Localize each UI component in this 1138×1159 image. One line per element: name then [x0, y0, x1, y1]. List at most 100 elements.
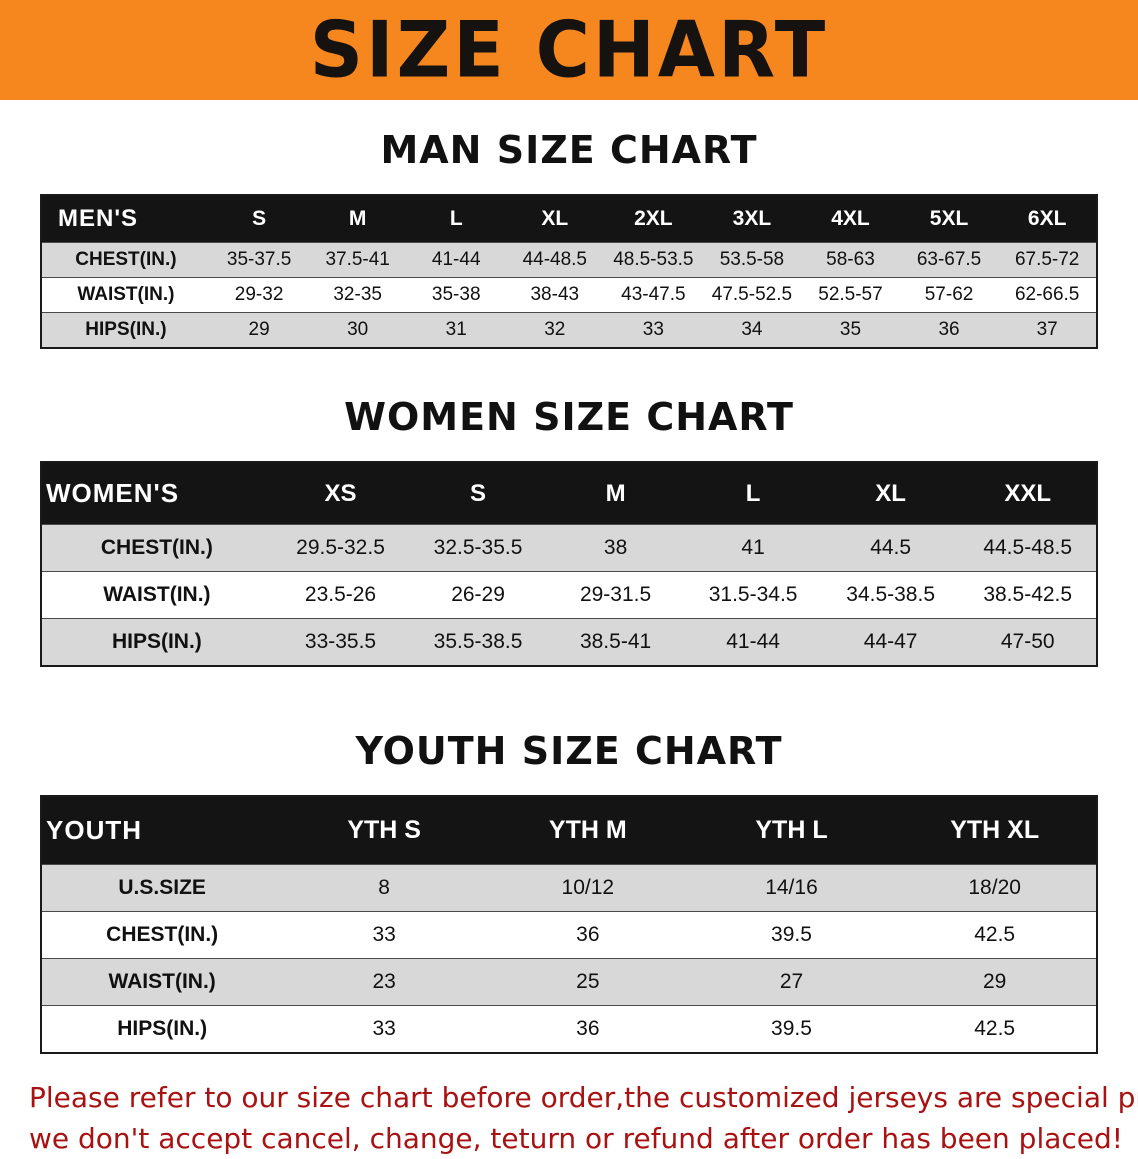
size-column-header: XS [271, 462, 410, 525]
size-column-header: XXL [959, 462, 1097, 525]
size-column-header: L [406, 195, 506, 243]
size-value: 41-44 [406, 242, 506, 278]
size-column-header: 4XL [801, 195, 900, 243]
row-label: U.S.SIZE [41, 864, 283, 912]
size-value: 33 [282, 1005, 486, 1053]
size-column-header: 5XL [899, 195, 999, 243]
size-value: 41 [684, 524, 822, 572]
row-label: WAIST(IN.) [41, 277, 210, 313]
size-value: 47.5-52.5 [702, 277, 802, 313]
table-row: HIPS(IN.) 33 36 39.5 42.5 [41, 1005, 1097, 1053]
size-value: 58-63 [801, 242, 900, 278]
size-column-header: 2XL [604, 195, 703, 243]
table-row: HIPS(IN.) 33-35.5 35.5-38.5 38.5-41 41-44 44-… [41, 618, 1097, 666]
size-value: 47-50 [959, 618, 1097, 666]
size-column-header: S [209, 195, 309, 243]
table-label-header: WOMEN'S [41, 462, 272, 525]
size-column-header: YTH S [282, 796, 486, 865]
size-value: 35-37.5 [209, 242, 309, 278]
table-header-row: MEN'S S M L XL 2XL 3XL 4XL 5XL 6XL [41, 195, 1097, 243]
size-value: 39.5 [689, 1005, 894, 1053]
size-value: 14/16 [689, 864, 894, 912]
size-value: 32 [505, 312, 605, 348]
women-size-chart-table: WOMEN'S XS S M L XL XXL CHEST(IN.) 29.5-32.5 32.5… [40, 461, 1098, 667]
size-column-header: XL [821, 462, 960, 525]
size-value: 33 [282, 911, 486, 959]
size-column-header: YTH XL [893, 796, 1097, 865]
size-value: 8 [282, 864, 486, 912]
size-column-header: YTH L [689, 796, 894, 865]
size-value: 37 [998, 312, 1097, 348]
size-value: 44.5-48.5 [959, 524, 1097, 572]
size-chart-sections: MAN SIZE CHART MEN'S S M L XL 2XL 3XL 4XL 5XL 6XL C… [0, 128, 1138, 1054]
size-value: 36 [485, 911, 690, 959]
table-row: WAIST(IN.) 29-32 32-35 35-38 38-43 43-47.5 47.… [41, 277, 1097, 313]
row-label: CHEST(IN.) [41, 524, 272, 572]
table-row: CHEST(IN.) 29.5-32.5 32.5-35.5 38 41 44.5 44.5… [41, 524, 1097, 572]
youth-size-chart-section: YOUTH SIZE CHART YOUTH YTH S YTH M YTH L YTH … [40, 729, 1098, 1054]
size-value: 52.5-57 [801, 277, 900, 313]
size-value: 34 [702, 312, 802, 348]
size-column-header: S [409, 462, 547, 525]
table-row: WAIST(IN.) 23 25 27 29 [41, 958, 1097, 1006]
size-column-header: 6XL [998, 195, 1097, 243]
banner: SIZE CHART [0, 0, 1138, 100]
size-value: 31 [406, 312, 506, 348]
size-value: 36 [899, 312, 999, 348]
women-size-chart-section: WOMEN SIZE CHART WOMEN'S XS S M L XL XXL CHEST(I… [40, 395, 1098, 667]
disclaimer-line-1: Please refer to our size chart before or… [29, 1081, 1138, 1114]
size-column-header: XL [505, 195, 605, 243]
size-value: 38-43 [505, 277, 605, 313]
table-header-row: YOUTH YTH S YTH M YTH L YTH XL [41, 796, 1097, 865]
size-value: 35-38 [406, 277, 506, 313]
man-size-chart-table: MEN'S S M L XL 2XL 3XL 4XL 5XL 6XL CHEST(IN.) 35-37… [40, 194, 1098, 349]
size-value: 38.5-42.5 [959, 571, 1097, 619]
size-value: 41-44 [684, 618, 822, 666]
size-value: 31.5-34.5 [684, 571, 822, 619]
size-value: 38 [546, 524, 685, 572]
size-value: 32.5-35.5 [409, 524, 547, 572]
size-value: 43-47.5 [604, 277, 703, 313]
size-value: 36 [485, 1005, 690, 1053]
size-column-header: YTH M [485, 796, 690, 865]
size-value: 67.5-72 [998, 242, 1097, 278]
size-value: 29 [893, 958, 1097, 1006]
size-column-header: L [684, 462, 822, 525]
size-value: 32-35 [308, 277, 407, 313]
size-value: 63-67.5 [899, 242, 999, 278]
size-value: 48.5-53.5 [604, 242, 703, 278]
row-label: HIPS(IN.) [41, 312, 210, 348]
size-value: 44-48.5 [505, 242, 605, 278]
size-value: 57-62 [899, 277, 999, 313]
size-value: 29-32 [209, 277, 309, 313]
row-label: CHEST(IN.) [41, 911, 283, 959]
size-value: 35.5-38.5 [409, 618, 547, 666]
table-row: WAIST(IN.) 23.5-26 26-29 29-31.5 31.5-34.5 34… [41, 571, 1097, 619]
table-row: HIPS(IN.) 29 30 31 32 33 34 35 36 37 [41, 312, 1097, 348]
size-value: 62-66.5 [998, 277, 1097, 313]
section-title: YOUTH SIZE CHART [355, 729, 783, 773]
size-value: 44-47 [821, 618, 960, 666]
size-value: 39.5 [689, 911, 894, 959]
row-label: CHEST(IN.) [41, 242, 210, 278]
table-label-header: MEN'S [41, 195, 210, 243]
size-value: 29-31.5 [546, 571, 685, 619]
man-size-chart-section: MAN SIZE CHART MEN'S S M L XL 2XL 3XL 4XL 5XL 6XL C… [40, 128, 1098, 349]
row-label: WAIST(IN.) [41, 571, 272, 619]
size-value: 30 [308, 312, 407, 348]
size-value: 33-35.5 [271, 618, 410, 666]
section-title: WOMEN SIZE CHART [344, 395, 794, 439]
table-row: U.S.SIZE 8 10/12 14/16 18/20 [41, 864, 1097, 912]
size-value: 23.5-26 [271, 571, 410, 619]
size-column-header: 3XL [702, 195, 802, 243]
size-value: 34.5-38.5 [821, 571, 960, 619]
row-label: WAIST(IN.) [41, 958, 283, 1006]
table-row: CHEST(IN.) 33 36 39.5 42.5 [41, 911, 1097, 959]
size-value: 53.5-58 [702, 242, 802, 278]
table-label-header: YOUTH [41, 796, 283, 865]
size-value: 38.5-41 [546, 618, 685, 666]
size-value: 29 [209, 312, 309, 348]
size-value: 33 [604, 312, 703, 348]
size-column-header: M [308, 195, 407, 243]
